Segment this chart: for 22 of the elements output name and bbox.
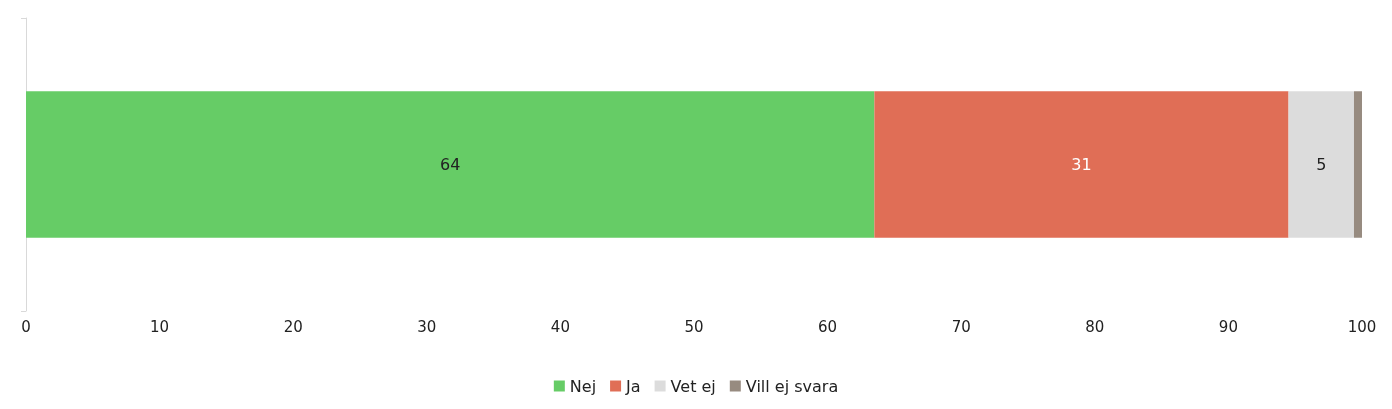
bar xyxy=(874,91,1289,238)
data-label: 5 xyxy=(1316,155,1327,174)
x-tick-label: 0 xyxy=(21,317,31,336)
legend-label: Ja xyxy=(625,376,641,396)
bar xyxy=(26,91,875,238)
legend-label: Vet ej xyxy=(670,376,716,396)
x-tick-label: 50 xyxy=(684,317,704,336)
data-label: 31 xyxy=(1071,155,1092,174)
bar xyxy=(1353,91,1362,238)
x-tick-label: 100 xyxy=(1347,317,1377,336)
data-label: 64 xyxy=(440,155,461,174)
x-tick-label: 30 xyxy=(417,317,437,336)
legend-label: Vill ej svara xyxy=(745,376,839,396)
x-tick-label: 80 xyxy=(1085,317,1105,336)
x-tick-label: 60 xyxy=(818,317,838,336)
x-tick-label: 90 xyxy=(1218,317,1238,336)
x-tick-label: 20 xyxy=(283,317,303,336)
legend-label: Nej xyxy=(569,376,597,396)
x-tick-label: 40 xyxy=(550,317,570,336)
x-tick-label: 70 xyxy=(951,317,971,336)
x-tick-label: 10 xyxy=(150,317,170,336)
bar xyxy=(1288,91,1354,238)
